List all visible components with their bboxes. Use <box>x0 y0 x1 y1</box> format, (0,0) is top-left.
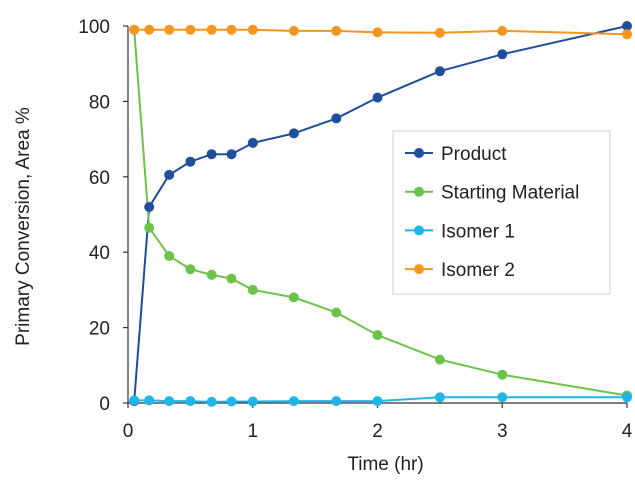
data-point-product <box>372 92 383 103</box>
data-point-isomer-1 <box>497 392 508 403</box>
data-point-isomer-2 <box>288 25 299 36</box>
data-point-starting-material <box>206 269 217 280</box>
data-point-product <box>622 21 632 31</box>
data-point-product <box>288 128 299 139</box>
data-point-starting-material <box>434 354 445 365</box>
data-point-starting-material <box>372 330 383 341</box>
data-point-isomer-2 <box>247 24 258 35</box>
data-point-product <box>206 149 217 160</box>
data-point-starting-material <box>288 292 299 303</box>
data-point-isomer-1 <box>434 392 445 403</box>
data-point-isomer-2 <box>226 24 237 35</box>
x-tick-label: 1 <box>247 421 258 442</box>
legend-marker-isomer-1 <box>414 225 424 236</box>
data-point-product <box>226 149 237 160</box>
data-point-isomer-1 <box>206 396 217 407</box>
x-tick-label: 2 <box>372 421 383 442</box>
data-point-isomer-1 <box>372 396 383 407</box>
legend-label-isomer-2: Isomer 2 <box>441 260 515 281</box>
data-point-product <box>434 66 445 77</box>
y-tick-label: 40 <box>89 243 110 264</box>
data-point-starting-material <box>185 264 196 275</box>
legend-marker-product <box>414 148 424 158</box>
y-axis-title: Primary Conversion, Area % <box>13 107 34 346</box>
data-point-isomer-1 <box>622 392 632 403</box>
data-point-starting-material <box>226 273 237 284</box>
data-point-isomer-2 <box>622 29 632 40</box>
data-point-isomer-2 <box>206 24 217 35</box>
chart-legend: Product Starting Material Isomer 1 Isomer 2 <box>392 130 611 295</box>
y-tick-label: 20 <box>89 319 110 340</box>
data-point-isomer-1 <box>185 396 196 407</box>
data-point-product <box>247 137 258 148</box>
data-point-product <box>331 113 342 124</box>
legend-box <box>392 130 611 295</box>
legend-marker-starting-material <box>414 186 424 197</box>
data-point-isomer-2 <box>144 24 155 35</box>
data-point-isomer-2 <box>129 24 140 35</box>
y-tick-label: 0 <box>99 394 110 415</box>
data-point-isomer-1 <box>247 396 258 407</box>
data-point-product <box>164 169 175 180</box>
data-point-isomer-2 <box>185 24 196 35</box>
data-point-starting-material <box>164 251 175 261</box>
y-tick-label: 80 <box>89 92 110 113</box>
data-point-isomer-1 <box>226 396 237 407</box>
data-point-isomer-1 <box>288 396 299 407</box>
legend-label-isomer-1: Isomer 1 <box>441 221 515 242</box>
data-point-product <box>185 156 196 167</box>
data-point-isomer-1 <box>144 395 155 406</box>
data-point-product <box>144 202 155 212</box>
chart-axes: 0 20 40 60 80 100 0 1 2 3 4 Time (hr) Primary Conver… <box>13 17 633 475</box>
y-tick-label: 60 <box>89 168 110 189</box>
data-point-isomer-2 <box>331 25 342 36</box>
data-point-starting-material <box>247 284 258 295</box>
data-point-starting-material <box>144 222 155 233</box>
x-tick-label: 3 <box>497 421 508 442</box>
data-point-starting-material <box>331 307 342 318</box>
data-point-isomer-2 <box>164 24 175 35</box>
data-point-isomer-2 <box>497 25 508 36</box>
data-point-isomer-1 <box>164 396 175 407</box>
x-tick-label: 4 <box>622 421 633 442</box>
series-points <box>129 21 632 407</box>
data-point-isomer-1 <box>129 395 140 406</box>
data-point-isomer-1 <box>331 396 342 407</box>
data-point-product <box>497 49 508 60</box>
x-axis-title: Time (hr) <box>347 454 423 475</box>
x-tick-label: 0 <box>123 421 134 442</box>
legend-label-product: Product <box>441 144 507 165</box>
data-point-isomer-2 <box>372 27 383 38</box>
data-point-starting-material <box>497 369 508 380</box>
data-point-isomer-2 <box>434 27 445 38</box>
legend-marker-isomer-2 <box>414 264 424 275</box>
y-tick-label: 100 <box>78 17 110 38</box>
legend-label-starting-material: Starting Material <box>441 183 579 204</box>
